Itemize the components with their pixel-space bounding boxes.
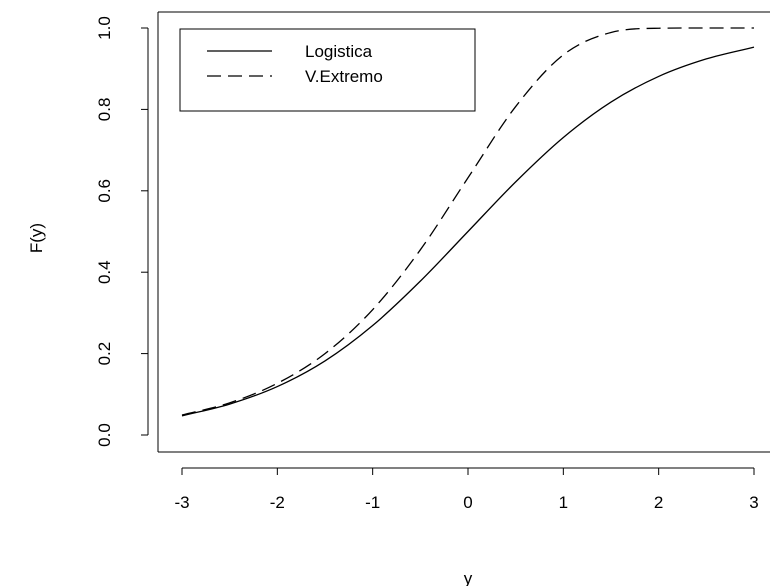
- legend-label: V.Extremo: [305, 67, 383, 86]
- y-tick-label: 0.8: [95, 98, 114, 122]
- y-tick-label: 0.2: [95, 342, 114, 366]
- y-tick-label: 0.0: [95, 423, 114, 447]
- series-lines: [181, 27, 755, 417]
- x-tick-label: 3: [749, 493, 758, 512]
- y-tick-label: 0.6: [95, 179, 114, 203]
- legend-box: [179, 28, 476, 112]
- y-tick-label: 0.4: [95, 260, 114, 284]
- legend: Logistica V.Extremo: [179, 28, 476, 112]
- x-tick-label: -3: [174, 493, 189, 512]
- x-tick-label: -1: [365, 493, 380, 512]
- series-line-v-extremo: [181, 27, 754, 416]
- series-line-logistica: [181, 46, 755, 417]
- x-tick-label: 0: [463, 493, 472, 512]
- x-axis-label: y: [464, 569, 473, 586]
- axes: -3 -2 -1 0 1 2 3 0.0 0.2 0.4 0.6 0.8 1.0: [95, 11, 770, 512]
- x-tick-label: 1: [559, 493, 568, 512]
- y-tick-label: 1.0: [95, 16, 114, 40]
- y-axis-label: F(y): [27, 223, 46, 253]
- legend-label: Logistica: [305, 42, 373, 61]
- x-tick-label: -2: [270, 493, 285, 512]
- x-tick-label: 2: [654, 493, 663, 512]
